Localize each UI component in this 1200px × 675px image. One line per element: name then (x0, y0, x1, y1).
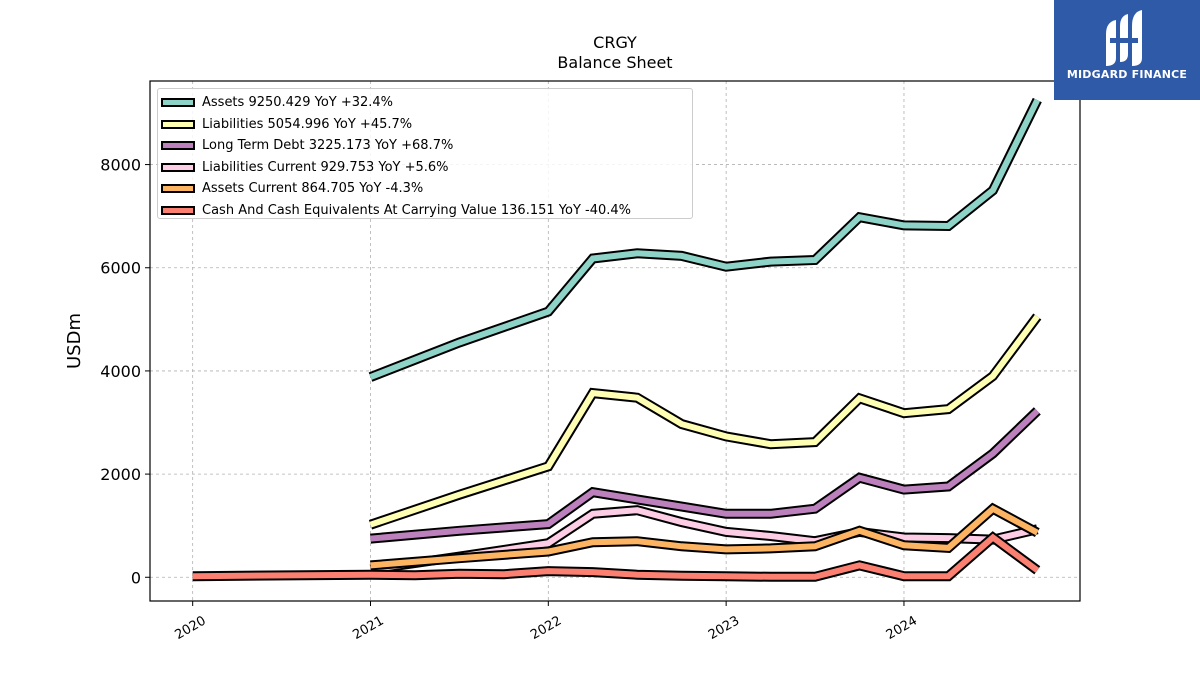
legend-label: Long Term Debt 3225.173 YoY +68.7% (202, 138, 454, 154)
legend-item-assets-current: Assets Current 864.705 YoY -4.3% (158, 178, 692, 200)
series-line-0 (369, 98, 1040, 380)
legend-item-assets: Assets 9250.429 YoY +32.4% (158, 92, 692, 114)
legend-label: Cash And Cash Equivalents At Carrying Va… (202, 202, 631, 218)
series-line-4 (370, 505, 1039, 569)
x-tick-label: 2024 (884, 613, 920, 643)
legend-swatch (161, 141, 195, 151)
series-lines (192, 97, 1042, 582)
legend-label: Liabilities Current 929.753 YoY +5.6% (202, 159, 449, 175)
y-tick-label: 2000 (100, 465, 141, 484)
legend-swatch (161, 119, 195, 129)
legend-item-liabilities: Liabilities 5054.996 YoY +45.7% (158, 114, 692, 136)
legend-item-liabilities-current: Liabilities Current 929.753 YoY +5.6% (158, 157, 692, 179)
series-line-5 (192, 533, 1040, 580)
legend-swatch (161, 162, 195, 172)
plot-frame (149, 80, 1081, 602)
x-tick-label: 2021 (350, 613, 386, 643)
x-tick-label: 2020 (173, 613, 209, 643)
x-tick-label: 2023 (706, 613, 742, 643)
legend: Assets 9250.429 YoY +32.4% Liabilities 5… (157, 88, 693, 219)
logo-brand-text: MIDGARD FINANCE (1066, 68, 1188, 81)
legend-label: Liabilities 5054.996 YoY +45.7% (202, 116, 413, 132)
y-tick-label: 8000 (100, 156, 141, 175)
legend-item-long-term-debt: Long Term Debt 3225.173 YoY +68.7% (158, 135, 692, 157)
x-axis: 2020 2021 2022 2023 2024 (173, 601, 920, 643)
chart-title: CRGY (593, 33, 637, 52)
y-axis: 0 2000 4000 6000 8000 (100, 156, 150, 587)
legend-swatch (161, 205, 195, 215)
legend-item-cash: Cash And Cash Equivalents At Carrying Va… (158, 200, 692, 222)
chart-subtitle: Balance Sheet (557, 53, 673, 72)
x-tick-label: 2022 (528, 613, 564, 643)
legend-label: Assets Current 864.705 YoY -4.3% (202, 181, 424, 197)
y-tick-label: 4000 (100, 362, 141, 381)
y-tick-label: 0 (131, 568, 141, 587)
legend-swatch (161, 98, 195, 108)
logo-mark-icon (1106, 10, 1142, 66)
series-line-3 (370, 507, 1038, 573)
series-line-1 (369, 314, 1040, 528)
series-line-2 (370, 408, 1040, 542)
legend-swatch (161, 184, 195, 194)
y-tick-label: 6000 (100, 259, 141, 278)
y-axis-label: USDm (64, 313, 85, 369)
legend-label: Assets 9250.429 YoY +32.4% (202, 95, 394, 111)
midgard-finance-logo: MIDGARD FINANCE (1054, 0, 1200, 100)
